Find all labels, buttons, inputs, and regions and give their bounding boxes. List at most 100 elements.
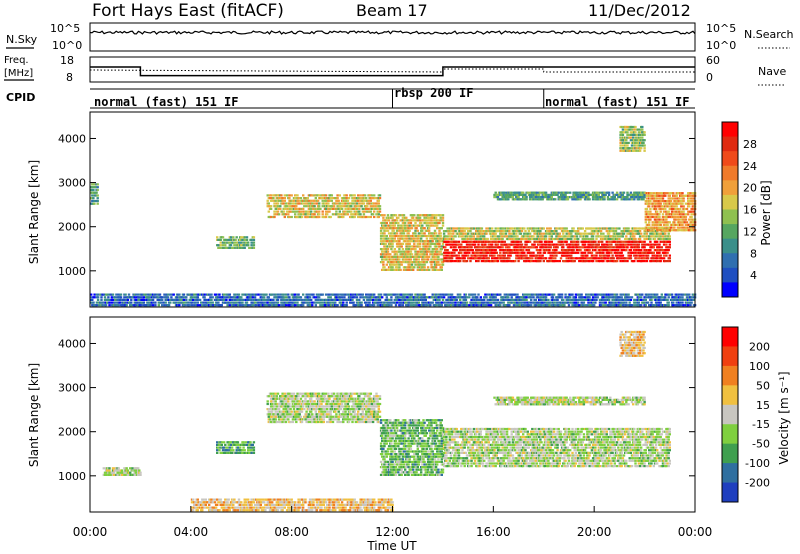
heatmap-cell [423,258,426,261]
heatmap-cell [398,229,401,232]
heatmap-cell [305,197,308,200]
heatmap-cell [635,147,638,150]
heatmap-cell [634,125,637,129]
heatmap-cell [335,210,338,213]
heatmap-cell [485,254,488,257]
heatmap-cell [493,260,496,263]
heatmap-cell [544,246,548,249]
heatmap-cell [645,260,649,263]
heatmap-cell [429,245,432,248]
heatmap-cell [425,268,429,271]
heatmap-cell [441,221,445,225]
heatmap-cell [505,257,509,260]
heatmap-cell [154,301,157,304]
heatmap-cell [556,193,559,196]
heatmap-cell [412,301,415,304]
heatmap-cell [415,261,418,264]
heatmap-cell [412,268,415,271]
heatmap-cell [548,260,551,263]
heatmap-cell [276,205,280,208]
heatmap-cell [429,237,432,240]
heatmap-cell [437,258,440,261]
heatmap-cell [277,197,281,200]
heatmap-cell [503,251,506,254]
heatmap-cell [434,232,438,235]
heatmap-cell [214,293,218,296]
heatmap-cell [648,229,651,232]
heatmap-cell [604,235,607,238]
heatmap-cell [250,241,253,244]
heatmap-cell [299,296,303,299]
heatmap-cell [501,235,504,238]
heatmap-cell [500,193,503,196]
heatmap-cell [328,293,331,296]
heatmap-cell [459,257,462,260]
heatmap-cell [691,200,694,203]
heatmap-cell [505,243,509,246]
heatmap-cell [461,237,464,241]
heatmap-cell [624,237,627,241]
heatmap-cell [273,210,276,213]
heatmap-cell [119,296,123,299]
heatmap-cell [418,245,422,248]
heatmap-cell [442,230,446,233]
heatmap-cell [615,254,619,257]
heatmap-cell [436,253,439,256]
heatmap-cell [414,232,417,235]
heatmap-cell [392,258,395,261]
cpid-label: CPID [6,91,35,104]
heatmap-cell [360,199,363,202]
heatmap-cell [575,249,579,252]
heatmap-cell [607,193,611,196]
heatmap-cell [423,253,426,256]
heatmap-cell [358,298,361,301]
heatmap-cell [674,197,677,200]
heatmap-cell [452,243,455,246]
heatmap-cell [222,298,226,301]
heatmap-cell [375,298,378,301]
heatmap-cell [602,249,605,252]
heatmap-cell [472,235,476,238]
heatmap-cell [586,254,589,257]
heatmap-cell [225,238,228,241]
heatmap-cell [624,260,627,263]
heatmap-cell [454,230,457,233]
heatmap-cell [389,253,392,256]
heatmap-cell [310,199,313,202]
heatmap-cell [481,232,485,235]
heatmap-cell [677,197,681,200]
heatmap-cell [324,199,328,202]
heatmap-cell [622,141,626,144]
heatmap-cell [615,191,619,194]
heatmap-cell [447,232,450,235]
heatmap-cell [661,213,665,216]
heatmap-cell [283,215,286,219]
heatmap-cell [581,251,584,254]
heatmap-cell [463,237,466,241]
heatmap-cell [234,238,237,241]
heatmap-cell [444,246,447,249]
heatmap-cell [682,210,685,213]
heatmap-cell [242,298,245,301]
heatmap-cell [617,235,620,238]
heatmap-cell [566,237,570,241]
heatmap-cell [668,221,671,224]
heatmap-cell [423,219,426,222]
heatmap-cell [607,254,611,257]
heatmap-cell [625,141,628,144]
heatmap-cell [470,246,473,249]
heatmap-cell [298,207,301,210]
heatmap-cell [167,301,171,304]
heatmap-cell [92,197,95,200]
heatmap-cell [653,237,657,241]
heatmap-cell [692,226,696,229]
heatmap-cell [250,296,253,299]
heatmap-cell [612,257,615,260]
heatmap-cell [664,200,667,203]
heatmap-cell [408,229,411,232]
heatmap-cell [478,232,481,235]
heatmap-cell [288,194,291,197]
heatmap-cell [668,229,671,232]
heatmap-cell [588,246,591,249]
heatmap-cell [688,218,691,221]
